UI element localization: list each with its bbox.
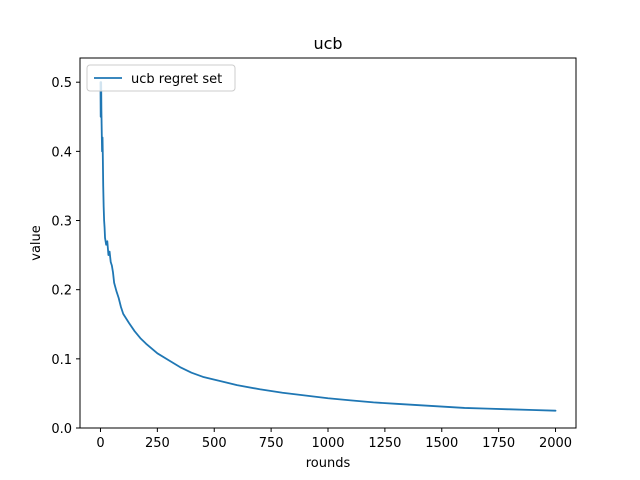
- plot-background: [80, 58, 576, 428]
- y-tick-label: 0.1: [51, 353, 72, 368]
- y-tick-label: 0.0: [51, 422, 72, 437]
- legend: ucb regret set: [87, 65, 235, 91]
- x-tick-label: 1000: [311, 436, 344, 451]
- y-tick-label: 0.4: [51, 145, 72, 160]
- x-tick-label: 1500: [425, 436, 458, 451]
- y-tick-label: 0.5: [51, 76, 72, 91]
- x-tick-label: 250: [145, 436, 170, 451]
- x-tick-label: 2000: [539, 436, 572, 451]
- y-axis-label: value: [29, 225, 44, 261]
- x-tick-label: 1750: [482, 436, 515, 451]
- y-tick-label: 0.3: [51, 215, 72, 230]
- legend-entry-label: ucb regret set: [131, 72, 222, 87]
- x-tick-label: 1250: [368, 436, 401, 451]
- plot-area: [80, 58, 576, 428]
- chart-title: ucb: [313, 34, 342, 53]
- x-tick-label: 0: [96, 436, 104, 451]
- x-tick-label: 500: [202, 436, 227, 451]
- x-axis-label: rounds: [306, 456, 351, 471]
- y-tick-label: 0.2: [51, 284, 72, 299]
- x-tick-label: 750: [259, 436, 284, 451]
